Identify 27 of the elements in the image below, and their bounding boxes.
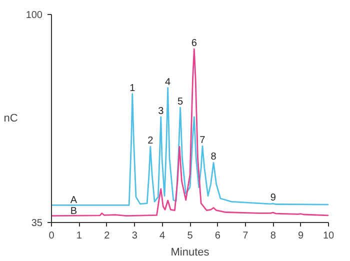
y-tick-label: 100 <box>26 10 43 21</box>
x-tick-label: 7 <box>242 230 249 242</box>
x-tick-label: 8 <box>270 230 276 242</box>
series-label: A <box>70 195 78 206</box>
line-series <box>52 48 328 216</box>
series-label: B <box>70 206 78 217</box>
x-axis-title: Minutes <box>170 246 210 258</box>
annotation: 3 <box>158 106 164 117</box>
annotation: 7 <box>200 135 206 146</box>
x-tick-label: 2 <box>104 230 110 242</box>
x-tick-label: 10 <box>322 230 334 242</box>
x-tick-label: 1 <box>76 230 82 242</box>
x-tick-label: 9 <box>298 230 304 242</box>
x-tick-label: 4 <box>160 230 166 242</box>
annotation: 4 <box>165 76 172 88</box>
annotation: 1 <box>130 82 136 94</box>
annotation: 8 <box>210 152 217 163</box>
x-tick-label: 5 <box>187 230 194 242</box>
annotation: 5 <box>178 96 184 108</box>
y-axis-title: nC <box>4 112 18 124</box>
x-tick-label: 0 <box>48 230 55 242</box>
annotation: 2 <box>148 136 154 147</box>
y-tick-label: 35 <box>31 218 43 229</box>
x-tick-label: 3 <box>132 230 138 242</box>
annotation: 6 <box>191 38 198 50</box>
annotation: 9 <box>270 192 276 204</box>
x-tick-label: 6 <box>214 230 221 242</box>
